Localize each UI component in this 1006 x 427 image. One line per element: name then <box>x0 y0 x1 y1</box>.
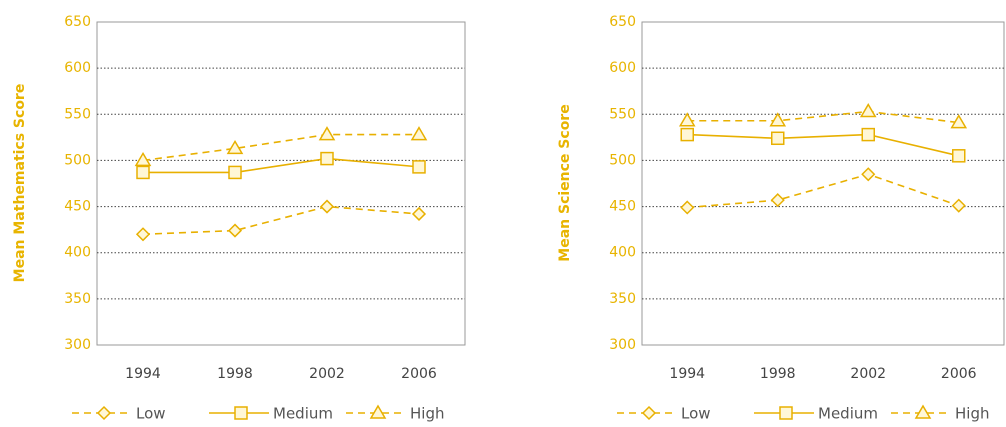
y-tick-label: 500 <box>64 152 91 168</box>
y-tick-label: 300 <box>64 337 91 353</box>
marker-triangle <box>134 151 152 167</box>
y-tick-label: 600 <box>64 60 91 76</box>
legend-marker <box>369 404 387 419</box>
legend-label: Low <box>136 405 166 423</box>
series-line <box>142 133 419 162</box>
marker-square <box>952 149 966 163</box>
marker-triangle <box>859 103 877 118</box>
legend-label: Medium <box>818 405 878 423</box>
marker-diamond <box>227 223 243 238</box>
y-tick-label: 550 <box>609 106 636 122</box>
x-tick-label: 1998 <box>760 366 796 382</box>
legend-marker <box>914 404 932 419</box>
legend-label: Low <box>681 405 711 423</box>
x-tick-label: 2002 <box>309 366 345 382</box>
y-tick-label: 450 <box>64 199 91 215</box>
y-axis-title: Mean Mathematics Score <box>12 84 28 283</box>
marker-square <box>771 131 785 146</box>
marker-diamond <box>861 167 876 182</box>
marker-square <box>320 151 334 166</box>
marker-diamond <box>135 227 151 242</box>
y-tick-label: 350 <box>64 291 91 307</box>
x-tick-label: 2006 <box>401 366 437 382</box>
legend-label: High <box>955 405 989 423</box>
legend-marker <box>641 405 657 421</box>
marker-square <box>136 165 150 180</box>
y-tick-label: 550 <box>64 106 91 122</box>
x-tick-label: 2006 <box>941 366 977 382</box>
y-tick-label: 400 <box>64 245 91 261</box>
legend-marker <box>234 406 248 420</box>
marker-diamond <box>770 193 785 208</box>
series-line <box>687 173 960 209</box>
marker-triangle <box>950 114 968 129</box>
plot-frame <box>641 21 1005 346</box>
marker-diamond <box>680 200 695 215</box>
series-line <box>142 205 420 236</box>
legend-label: High <box>410 405 444 423</box>
y-tick-label: 650 <box>609 14 636 30</box>
marker-triangle <box>410 126 428 141</box>
marker-triangle <box>678 112 696 127</box>
x-tick-label: 1998 <box>217 366 253 382</box>
y-tick-label: 350 <box>609 291 636 307</box>
legend-marker <box>96 405 112 421</box>
y-axis-title: Mean Science Score <box>557 104 573 261</box>
y-tick-label: 400 <box>609 245 636 261</box>
plot-frame <box>96 21 466 346</box>
x-tick-label: 1994 <box>125 366 161 382</box>
y-tick-label: 300 <box>609 337 636 353</box>
marker-diamond <box>319 199 335 214</box>
marker-diamond <box>411 206 427 222</box>
marker-triangle <box>226 139 244 155</box>
legend-marker <box>779 406 793 420</box>
y-tick-label: 600 <box>609 60 636 76</box>
marker-square <box>861 127 875 142</box>
series-line <box>143 157 420 174</box>
x-tick-label: 2002 <box>850 366 886 382</box>
marker-square <box>228 165 242 180</box>
y-tick-label: 450 <box>609 199 636 215</box>
series-line <box>687 133 959 157</box>
y-tick-label: 500 <box>609 152 636 168</box>
x-tick-label: 1994 <box>669 366 705 382</box>
marker-square <box>412 160 426 174</box>
legend-label: Medium <box>273 405 333 423</box>
y-tick-label: 650 <box>64 14 91 30</box>
marker-square <box>680 127 694 142</box>
marker-triangle <box>769 112 787 127</box>
marker-triangle <box>318 126 336 141</box>
series-line <box>687 110 959 124</box>
marker-diamond <box>951 198 966 213</box>
